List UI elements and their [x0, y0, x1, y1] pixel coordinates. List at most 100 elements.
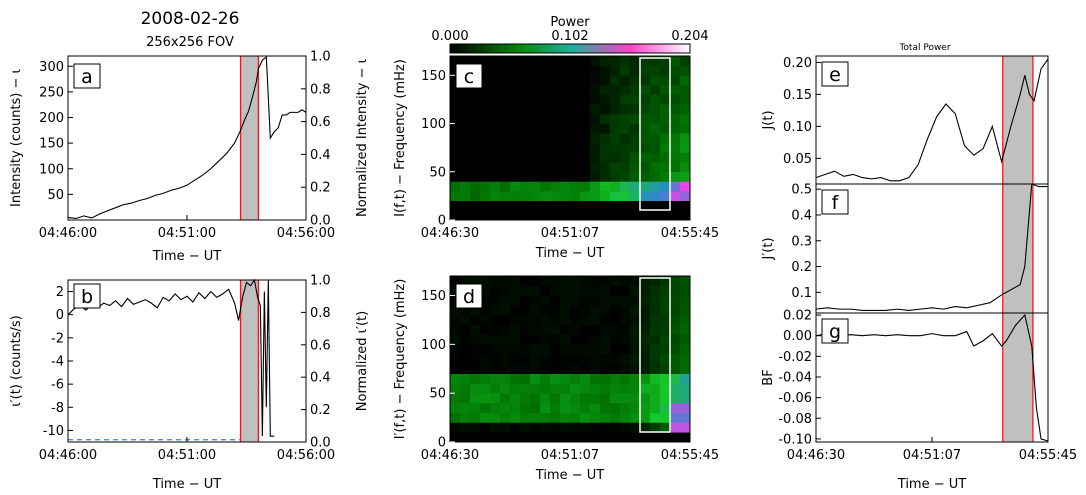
heatmap-cell: [470, 373, 481, 384]
heatmap-cell: [670, 402, 681, 414]
heatmap-cell: [480, 363, 491, 374]
heatmap-cell: [650, 295, 661, 306]
heatmap-cell: [570, 181, 581, 192]
heatmap-cell: [570, 113, 581, 124]
panel-letter: a: [81, 66, 93, 88]
heatmap-cell: [480, 432, 491, 443]
heatmap-cell: [660, 84, 671, 95]
y-tick-label: 0: [56, 308, 64, 323]
heatmap-cell: [620, 344, 631, 355]
heatmap-cell: [540, 113, 551, 124]
heatmap-cell: [600, 354, 611, 365]
heatmap-cell: [590, 334, 601, 345]
heatmap-cell: [570, 422, 581, 433]
heatmap-cell: [520, 315, 531, 326]
heatmap-cell: [540, 295, 551, 306]
heatmap-cell: [540, 383, 551, 394]
heatmap-cell: [640, 191, 651, 202]
heatmap-cell: [500, 104, 511, 115]
y-tick-label: -4: [51, 355, 64, 370]
y-tick-label: 0.20: [783, 56, 812, 71]
y2-tick-label: 1.0: [310, 50, 331, 65]
heatmap-cell: [450, 210, 461, 221]
heatmap-cell: [570, 142, 581, 153]
heatmap-cell: [660, 402, 671, 414]
heatmap-cell: [560, 363, 571, 374]
heatmap-cell: [540, 65, 551, 76]
heatmap-cell: [570, 402, 581, 414]
heatmap-cell: [620, 94, 631, 105]
heatmap-cell: [660, 162, 671, 173]
heatmap-cell: [520, 334, 531, 345]
heatmap-cell: [490, 295, 501, 306]
heatmap-cell: [620, 142, 631, 153]
heatmap-cell: [510, 354, 521, 365]
heatmap-cell: [480, 393, 491, 404]
heatmap-cell: [530, 162, 541, 173]
heatmap-cell: [600, 344, 611, 355]
x-tick-label: 04:46:00: [39, 226, 97, 241]
heatmap-cell: [480, 305, 491, 316]
heatmap-cell: [630, 373, 641, 384]
heatmap-cell: [610, 104, 621, 115]
y-tick-label: 50: [429, 165, 446, 180]
heatmap-cell: [630, 402, 641, 414]
heatmap-cell: [670, 142, 681, 153]
heatmap-cell: [450, 142, 461, 153]
heatmap-cell: [480, 373, 491, 384]
heatmap-cell: [490, 363, 501, 374]
heatmap-cell: [540, 84, 551, 95]
heatmap-cell: [530, 432, 541, 443]
heatmap-cell: [610, 315, 621, 326]
y-tick-label: 150: [39, 137, 64, 152]
heatmap-cell: [610, 373, 621, 384]
heatmap-cell: [580, 315, 591, 326]
heatmap-cell: [570, 104, 581, 115]
heatmap-cell: [460, 422, 471, 433]
heatmap-cell: [460, 334, 471, 345]
heatmap-cell: [460, 94, 471, 105]
heatmap-cell: [610, 94, 621, 105]
y-tick-label: -0.08: [778, 412, 812, 427]
heatmap-cell: [520, 94, 531, 105]
heatmap-cell: [600, 171, 611, 182]
heatmap-cell: [680, 402, 691, 414]
heatmap-cell: [650, 123, 661, 134]
heatmap-cell: [670, 363, 681, 374]
heatmap-cell: [490, 133, 501, 144]
heatmap-cell: [660, 56, 671, 66]
heatmap-cell: [460, 276, 471, 287]
heatmap-cell: [600, 181, 611, 192]
heatmap-cell: [670, 210, 681, 221]
heatmap-cell: [500, 133, 511, 144]
heatmap-cell: [490, 94, 501, 105]
heatmap-cell: [630, 276, 641, 287]
heatmap-cell: [630, 285, 641, 296]
highlight-box: [639, 277, 671, 433]
y-axis-label: BF: [761, 369, 776, 385]
heatmap-cell: [570, 200, 581, 211]
heatmap-cell: [470, 276, 481, 287]
heatmap-cell: [470, 162, 481, 173]
heatmap-cell: [600, 104, 611, 115]
heatmap-cell: [450, 181, 461, 192]
heatmap-cell: [460, 402, 471, 414]
y-axis-label: J(t): [761, 110, 776, 130]
panel-letter-box: [821, 61, 849, 87]
heatmap-cell: [660, 191, 671, 202]
heatmap-cell: [640, 142, 651, 153]
heatmap-cell: [680, 133, 691, 144]
heatmap-cell: [520, 123, 531, 134]
x-axis-label: Time − UT: [152, 249, 221, 264]
heatmap-cell: [670, 373, 681, 384]
heatmap-cell: [650, 305, 661, 316]
heatmap-cell: [570, 305, 581, 316]
heatmap-cell: [500, 393, 511, 404]
heatmap-cell: [660, 133, 671, 144]
heatmap-cell: [600, 123, 611, 134]
heatmap-cell: [550, 354, 561, 365]
heatmap-cell: [490, 432, 501, 443]
heatmap-cell: [560, 276, 571, 287]
heatmap-cell: [670, 344, 681, 355]
